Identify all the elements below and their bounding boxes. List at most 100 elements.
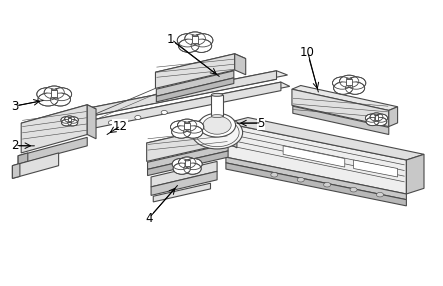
Polygon shape: [283, 146, 345, 167]
Polygon shape: [235, 54, 246, 75]
Bar: [185, 160, 190, 166]
Circle shape: [271, 172, 278, 177]
Polygon shape: [155, 54, 235, 88]
Circle shape: [183, 126, 203, 138]
Circle shape: [135, 116, 141, 120]
Circle shape: [161, 110, 167, 114]
Text: 3: 3: [11, 100, 43, 113]
Ellipse shape: [185, 160, 190, 161]
Ellipse shape: [346, 78, 352, 80]
Circle shape: [334, 82, 353, 94]
Circle shape: [179, 124, 196, 135]
Circle shape: [324, 182, 330, 187]
Circle shape: [350, 187, 357, 192]
Polygon shape: [151, 171, 217, 195]
Bar: [51, 90, 57, 97]
Polygon shape: [153, 183, 210, 202]
Polygon shape: [292, 89, 389, 127]
Polygon shape: [147, 125, 228, 161]
Polygon shape: [354, 160, 397, 177]
Bar: [346, 79, 352, 86]
Text: 12: 12: [107, 120, 128, 134]
Bar: [211, 95, 223, 116]
Polygon shape: [12, 163, 20, 178]
Text: 5: 5: [237, 117, 265, 130]
Circle shape: [65, 118, 74, 124]
Circle shape: [375, 114, 388, 122]
Ellipse shape: [375, 115, 378, 116]
Circle shape: [45, 91, 63, 102]
Circle shape: [341, 80, 358, 91]
Circle shape: [37, 88, 57, 101]
Polygon shape: [12, 153, 58, 178]
Circle shape: [374, 118, 387, 126]
Circle shape: [109, 121, 115, 125]
Polygon shape: [389, 107, 397, 127]
Ellipse shape: [192, 35, 198, 37]
Circle shape: [38, 93, 58, 106]
Polygon shape: [293, 106, 389, 134]
Circle shape: [171, 126, 191, 138]
Circle shape: [185, 32, 206, 45]
Circle shape: [191, 116, 243, 149]
Circle shape: [171, 121, 190, 133]
Bar: [184, 123, 190, 129]
Ellipse shape: [51, 89, 57, 90]
Circle shape: [192, 34, 213, 47]
Circle shape: [185, 158, 202, 170]
Text: 10: 10: [300, 46, 319, 92]
Polygon shape: [228, 125, 237, 148]
Text: 2: 2: [11, 139, 35, 152]
Circle shape: [173, 163, 190, 174]
Circle shape: [370, 113, 383, 121]
Polygon shape: [226, 157, 406, 200]
Circle shape: [68, 117, 78, 123]
Circle shape: [179, 161, 195, 171]
Bar: [192, 36, 198, 43]
Circle shape: [178, 119, 197, 132]
Circle shape: [62, 120, 72, 126]
Circle shape: [366, 118, 379, 126]
Polygon shape: [21, 105, 87, 153]
Polygon shape: [70, 71, 276, 120]
Polygon shape: [18, 137, 87, 164]
Polygon shape: [156, 71, 234, 96]
Polygon shape: [148, 151, 228, 176]
Text: 1: 1: [167, 33, 219, 76]
Circle shape: [191, 39, 212, 52]
Circle shape: [186, 37, 204, 49]
Circle shape: [172, 158, 190, 170]
Polygon shape: [147, 125, 237, 148]
Circle shape: [177, 34, 198, 47]
Polygon shape: [151, 161, 217, 187]
Bar: [68, 118, 71, 121]
Ellipse shape: [184, 122, 190, 123]
Circle shape: [203, 116, 231, 134]
Circle shape: [365, 114, 378, 122]
Circle shape: [346, 77, 366, 89]
Circle shape: [51, 93, 70, 106]
Polygon shape: [156, 78, 234, 102]
Polygon shape: [155, 54, 246, 77]
Ellipse shape: [211, 115, 223, 118]
Polygon shape: [87, 105, 96, 139]
Circle shape: [68, 120, 78, 126]
Polygon shape: [226, 123, 406, 194]
Circle shape: [179, 157, 196, 168]
Polygon shape: [70, 71, 288, 116]
Bar: [375, 115, 378, 120]
Circle shape: [377, 192, 384, 197]
Polygon shape: [21, 105, 96, 128]
Polygon shape: [226, 163, 406, 206]
Circle shape: [179, 39, 199, 52]
Circle shape: [339, 75, 359, 88]
Polygon shape: [18, 153, 28, 164]
Polygon shape: [406, 154, 424, 194]
Polygon shape: [76, 82, 290, 128]
Circle shape: [185, 121, 204, 133]
Polygon shape: [76, 82, 281, 132]
Circle shape: [51, 88, 72, 101]
Circle shape: [333, 77, 352, 89]
Polygon shape: [148, 144, 228, 169]
Circle shape: [198, 113, 236, 137]
